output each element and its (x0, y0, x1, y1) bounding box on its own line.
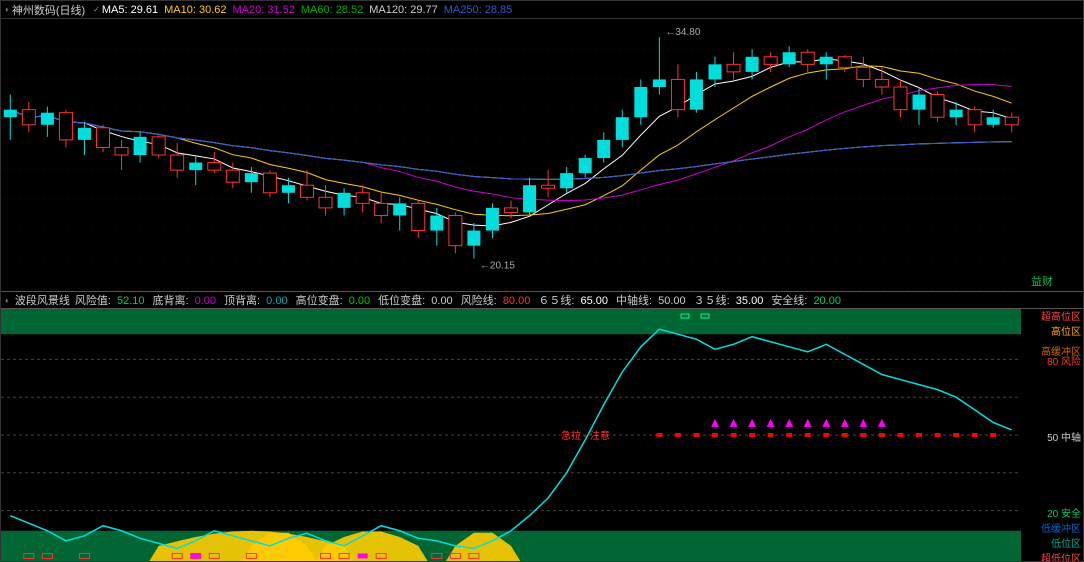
zone-label: 80 风险 (1047, 353, 1081, 368)
indicator-value: ３５线: 35.00 (694, 292, 767, 308)
indicator-value: ６５线: 65.00 (538, 292, 611, 308)
stock-title: 神州数码(日线) (12, 2, 85, 18)
indicator-value: 风险线: 80.00 (461, 292, 534, 308)
stock-chart-app: ◐ 神州数码(日线) ✓ MA5: 29.61 MA10: 30.62 MA20: … (0, 0, 1084, 562)
zone-label: 低位区 (1051, 535, 1081, 550)
zone-label: 20 安全 (1047, 505, 1081, 520)
toggle-icon[interactable]: ✓ (93, 5, 100, 14)
indicator-value: 低位变盘: 0.00 (378, 292, 456, 308)
ma-label: MA60: 28.52 (301, 4, 363, 16)
price-chart[interactable]: ←34.80 ←20.15 益财 (1, 19, 1083, 291)
indicator-value: 风险值: 52.10 (75, 292, 148, 308)
indicator-value: 高位变盘: 0.00 (296, 292, 374, 308)
price-header: ◐ 神州数码(日线) ✓ MA5: 29.61 MA10: 30.62 MA20: … (1, 1, 1083, 19)
zone-label: 50 中轴 (1047, 429, 1081, 444)
indicator-header: ◐ 波段风景线 风险值: 52.10 底背离: 0.00 顶背离: 0.00 高… (1, 291, 1083, 309)
zone-label: 超低位区 (1041, 550, 1081, 561)
collapse-icon[interactable]: ◐ (5, 5, 10, 14)
zone-label: 低缓冲区 (1041, 520, 1081, 535)
indicator-chart[interactable]: 急拉 - 注意超高位区高位区高缓冲区80 风险50 中轴20 安全低缓冲区低位区… (1, 309, 1083, 561)
svg-text:急拉 - 注意: 急拉 - 注意 (561, 429, 610, 442)
indicator-value: 中轴线: 50.00 (616, 292, 689, 308)
ma-label: MA20: 31.52 (233, 4, 295, 16)
svg-text:←20.15: ←20.15 (480, 261, 515, 272)
ma-label: MA120: 29.77 (369, 4, 438, 16)
indicator-value: 安全线: 20.00 (771, 292, 844, 308)
indicator-value: 顶背离: 0.00 (224, 292, 291, 308)
indicator-title: 波段风景线 (15, 292, 70, 308)
zone-label: 高位区 (1051, 323, 1081, 338)
watermark: 益财 (1031, 273, 1053, 289)
ma-label: MA250: 28.85 (444, 4, 513, 16)
zone-label: 超高位区 (1041, 309, 1081, 323)
indicator-value: 底背离: 0.00 (153, 292, 220, 308)
svg-text:←34.80: ←34.80 (665, 27, 700, 38)
ma-label: MA5: 29.61 (102, 4, 158, 16)
ma-label: MA10: 30.62 (164, 4, 226, 16)
collapse-icon[interactable]: ◐ (5, 296, 10, 305)
